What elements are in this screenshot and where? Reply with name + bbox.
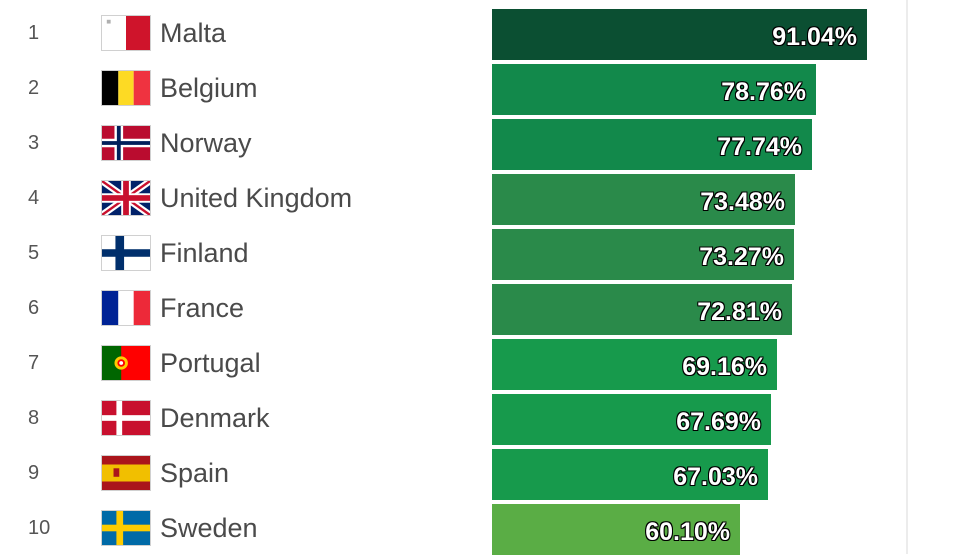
bar: 78.76%: [492, 64, 816, 115]
country-label: Norway: [160, 128, 252, 158]
bar: 67.03%: [492, 449, 768, 500]
rank-number: 3: [28, 132, 40, 154]
chart-row: 9 Spain 67.03%: [0, 446, 980, 500]
chart-row: 3 Norway 77.74%: [0, 116, 980, 170]
bar: 91.04%: [492, 9, 867, 60]
chart-row: 6 France 72.81%: [0, 281, 980, 335]
chart-row: 1 Malta 91.04%: [0, 6, 980, 60]
portugal-flag-icon: [101, 345, 151, 381]
uk-flag-icon: [101, 180, 151, 216]
bar: 69.16%: [492, 339, 777, 390]
sweden-flag-icon: [101, 510, 151, 546]
spain-flag-icon: [101, 455, 151, 491]
belgium-flag-icon: [101, 70, 151, 106]
data-label: 69.16%: [682, 353, 767, 381]
country-label: Spain: [160, 458, 230, 488]
chart-row: 8 Denmark 67.69%: [0, 391, 980, 445]
data-label: 77.74%: [717, 133, 802, 161]
rank-number: 2: [28, 77, 40, 99]
bar: 73.48%: [492, 174, 795, 225]
data-label: 67.03%: [673, 463, 758, 491]
country-label: United Kingdom: [160, 183, 353, 213]
right-divider: [906, 0, 908, 554]
data-label: 60.10%: [645, 518, 730, 546]
chart-row: 7 Portugal 69.16%: [0, 336, 980, 390]
country-label: Denmark: [160, 403, 270, 433]
country-label: Portugal: [160, 348, 261, 378]
bar: 73.27%: [492, 229, 794, 280]
rank-number: 6: [28, 297, 40, 319]
country-label: France: [160, 293, 245, 323]
bar: 67.69%: [492, 394, 771, 445]
rank-number: 4: [28, 187, 40, 209]
chart-row: 4 United Kingdom 73.48%: [0, 171, 980, 225]
data-label: 67.69%: [676, 408, 761, 436]
chart-row: 5 Finland 73.27%: [0, 226, 980, 280]
rank-number: 5: [28, 242, 40, 264]
chart-row: 2 Belgium 78.76%: [0, 61, 980, 115]
bar: 72.81%: [492, 284, 792, 335]
data-label: 73.48%: [700, 188, 785, 216]
france-flag-icon: [101, 290, 151, 326]
rank-number: 7: [28, 352, 40, 374]
norway-flag-icon: [101, 125, 151, 161]
data-label: 78.76%: [721, 78, 806, 106]
finland-flag-icon: [101, 235, 151, 271]
denmark-flag-icon: [101, 400, 151, 436]
bar: 77.74%: [492, 119, 812, 170]
country-label: Belgium: [160, 73, 258, 103]
country-label: Sweden: [160, 513, 258, 543]
data-label: 72.81%: [697, 298, 782, 326]
rank-number: 8: [28, 407, 40, 429]
malta-flag-icon: [101, 15, 151, 51]
chart-row: 10 Sweden 60.10%: [0, 501, 980, 555]
rank-number: 1: [28, 22, 40, 44]
rank-number: 9: [28, 462, 40, 484]
country-label: Finland: [160, 238, 249, 268]
data-label: 91.04%: [772, 23, 857, 51]
data-label: 73.27%: [699, 243, 784, 271]
rank-number: 10: [28, 517, 51, 539]
bar: 60.10%: [492, 504, 740, 555]
country-label: Malta: [160, 18, 227, 48]
